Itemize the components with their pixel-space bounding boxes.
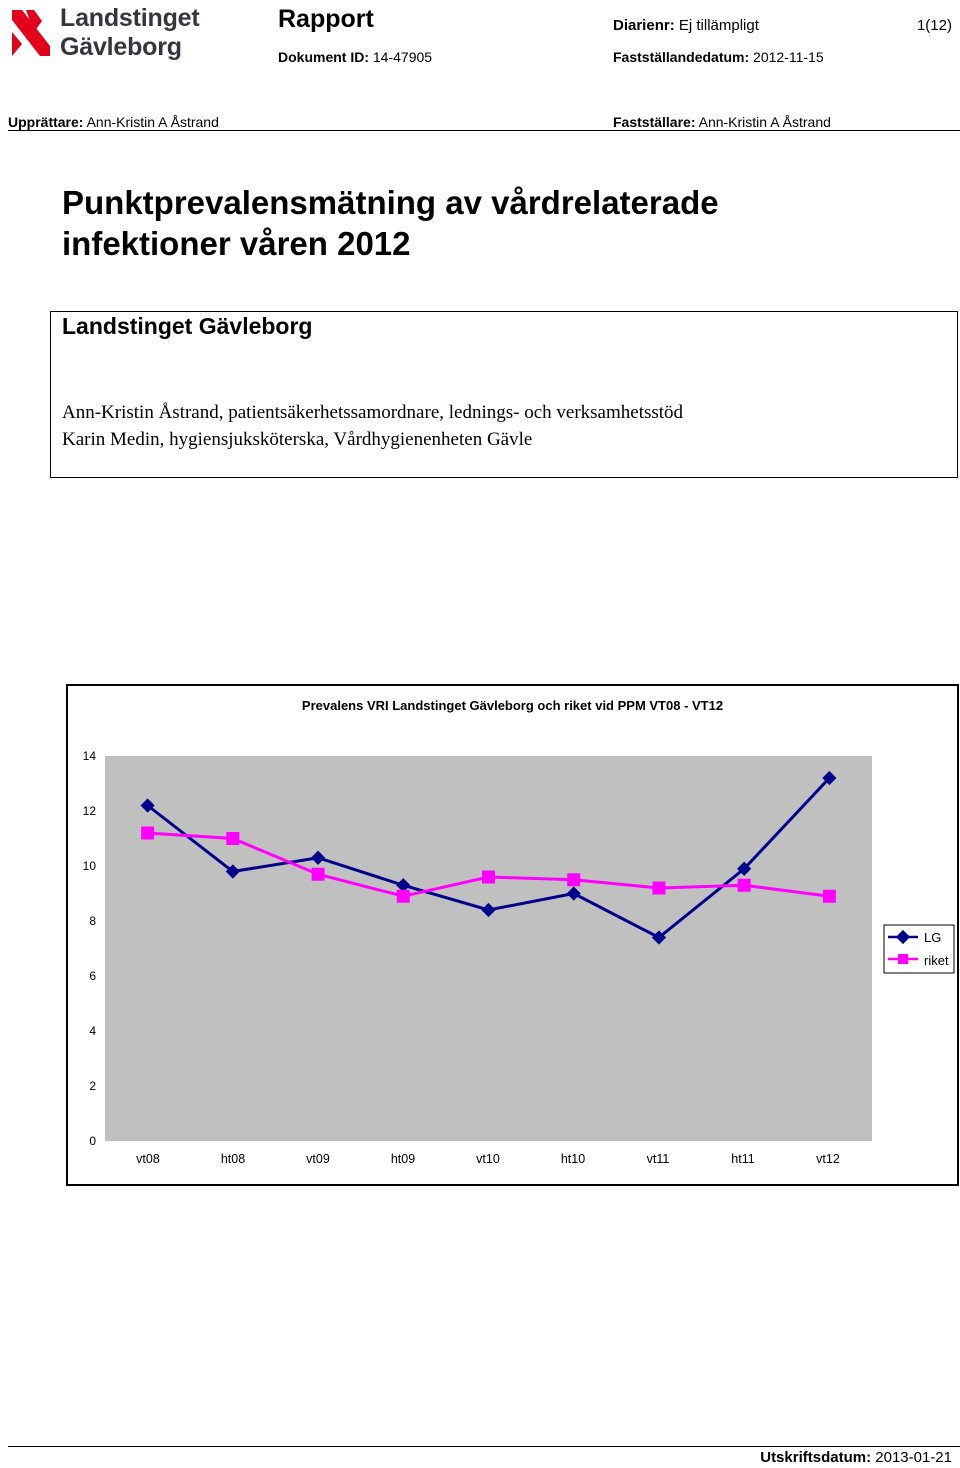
data-point-riket-ht08 — [226, 832, 240, 845]
diarienr-value: Ej tillämpligt — [678, 17, 759, 34]
x-tick-label: ht08 — [220, 1152, 246, 1166]
logo-text-line1: Landstinget — [60, 4, 200, 32]
data-point-riket-vt10 — [482, 870, 495, 884]
header-rule — [8, 130, 960, 131]
faststallandedatum-label: Fastställandedatum: — [613, 49, 750, 65]
y-tick-label: 14 — [82, 749, 96, 763]
data-point-LG-vt10 — [481, 902, 496, 918]
data-point-LG-vt12 — [822, 770, 837, 786]
logo: Landstinget Gävleborg — [8, 2, 213, 64]
data-point-riket-ht10 — [567, 873, 581, 887]
document-title-line2: infektioner våren 2012 — [62, 225, 411, 262]
diarienr: Diarienr: Ej tillämpligt — [613, 17, 759, 34]
author-box — [50, 311, 958, 478]
diarienr-label: Diarienr: — [613, 17, 675, 34]
author-line-1: Ann-Kristin Åstrand, patientsäkerhetssam… — [62, 402, 684, 423]
footer-rule — [8, 1446, 960, 1447]
data-point-riket-ht09 — [396, 889, 410, 903]
data-point-riket-vt11 — [652, 881, 666, 895]
data-point-LG-vt08 — [140, 798, 155, 813]
upprattare: Upprättare: Ann-Kristin A Åstrand — [8, 114, 219, 130]
doc-type: Rapport — [278, 5, 374, 33]
data-point-riket-vt08 — [141, 826, 155, 840]
legend-riket-marker — [898, 954, 908, 964]
author-line-2: Karin Medin, hygiensjuksköterska, Vårdhy… — [62, 429, 533, 450]
y-tick-label: 10 — [82, 859, 96, 873]
print-date-value: 2013-01-21 — [875, 1449, 952, 1466]
print-date-label: Utskriftsdatum: — [760, 1449, 872, 1466]
faststallandedatum-value: 2012-11-15 — [753, 49, 824, 65]
data-point-riket-vt12 — [822, 889, 836, 903]
org-name: Landstinget Gävleborg — [62, 313, 313, 339]
logo-mark-icon — [12, 10, 50, 56]
print-date: Utskriftsdatum: 2013-01-21 — [760, 1449, 952, 1466]
page-number: 1(12) — [916, 17, 952, 34]
dokument-id-label: Dokument ID: — [278, 49, 369, 65]
x-tick-label: ht11 — [731, 1152, 755, 1166]
data-point-riket-vt09 — [311, 867, 325, 881]
x-tick-label: ht10 — [560, 1152, 586, 1166]
x-tick-label: vt08 — [136, 1152, 160, 1166]
faststallandedatum: Fastställandedatum: 2012-11-15 — [613, 49, 824, 65]
data-point-LG-ht09 — [396, 878, 411, 893]
data-point-LG-vt09 — [310, 850, 326, 865]
x-tick-label: vt10 — [476, 1152, 500, 1166]
faststallare: Fastställare: Ann-Kristin A Åstrand — [613, 114, 831, 130]
legend-box — [883, 924, 955, 974]
data-point-LG-vt11 — [651, 930, 667, 945]
upprattare-label: Upprättare: — [8, 114, 84, 130]
legend-lg-marker — [895, 929, 911, 945]
x-tick-label: ht09 — [390, 1152, 416, 1166]
y-tick-label: 12 — [82, 804, 96, 818]
upprattare-value: Ann-Kristin A Åstrand — [86, 114, 219, 130]
legend-riket-label: riket — [924, 953, 949, 968]
chart-title: Prevalens VRI Landstinget Gävleborg och … — [301, 698, 724, 713]
y-tick-label: 4 — [89, 1024, 96, 1038]
y-tick-label: 8 — [89, 914, 96, 928]
plot-area — [105, 756, 872, 1141]
x-tick-label: vt11 — [646, 1152, 670, 1166]
y-tick-label: 2 — [89, 1079, 96, 1093]
data-point-riket-ht11 — [737, 878, 751, 892]
faststallare-label: Fastställare: — [613, 114, 696, 130]
dokument-id-value: 14-47905 — [372, 49, 433, 65]
data-point-LG-ht08 — [225, 864, 240, 879]
document-title: Punktprevalensmätning av vårdrelaterade … — [62, 182, 719, 264]
faststallare-value: Ann-Kristin A Åstrand — [698, 114, 831, 130]
chart-frame — [66, 684, 959, 1186]
y-tick-label: 0 — [89, 1134, 96, 1148]
x-tick-label: vt09 — [306, 1152, 330, 1166]
logo-text-line2: Gävleborg — [60, 33, 182, 61]
document-title-line1: Punktprevalensmätning av vårdrelaterade — [62, 184, 719, 221]
data-point-LG-ht11 — [737, 861, 752, 876]
data-point-LG-ht10 — [566, 886, 581, 901]
y-tick-label: 6 — [89, 969, 96, 983]
legend-lg-label: LG — [924, 930, 941, 945]
dokument-id: Dokument ID: 14-47905 — [278, 49, 432, 65]
x-tick-label: vt12 — [816, 1152, 840, 1166]
